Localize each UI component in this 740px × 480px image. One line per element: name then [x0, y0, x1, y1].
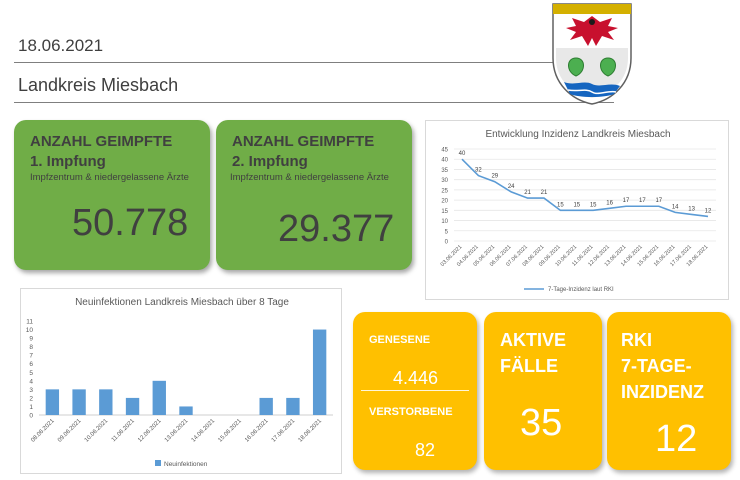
- y-tick-label: 35: [441, 168, 448, 174]
- incidence-line-chart: Entwicklung Inzidenz Landkreis Miesbach 0…: [440, 129, 716, 293]
- card-title: ANZAHL GEIMPFTE: [30, 133, 173, 150]
- y-tick-label: 10: [441, 219, 448, 225]
- legend-swatch: [155, 460, 161, 466]
- card-subtitle: Impfzentrum & niedergelassene Ärzte: [30, 172, 189, 183]
- coat-of-arms-logo: [552, 3, 632, 105]
- y-tick-label: 45: [441, 148, 448, 154]
- first-dose-count: 50.778: [72, 202, 189, 244]
- dose-label: 2. Impfung: [232, 153, 308, 170]
- vaccination-second-dose-card: ANZAHL GEIMPFTE 2. Impfung Impfzentrum &…: [216, 120, 412, 270]
- deceased-label: VERSTORBENE: [369, 406, 453, 418]
- x-tick-label: 17.06.2021: [271, 418, 297, 444]
- bar-neuinfektionen: [179, 406, 193, 415]
- x-tick-label: 11.06.2021: [111, 418, 137, 444]
- y-tick-label: 11: [26, 319, 33, 326]
- data-label: 15: [557, 202, 564, 208]
- rki-incidence-value: 12: [655, 418, 698, 460]
- data-label: 17: [639, 198, 646, 204]
- data-label: 40: [459, 151, 466, 157]
- new-infections-chart-panel: Neuinfektionen Landkreis Miesbach über 8…: [20, 288, 342, 474]
- y-tick-label: 40: [441, 158, 448, 164]
- y-tick-label: 20: [441, 199, 448, 205]
- x-tick-label: 16.06.2021: [244, 418, 270, 444]
- active-label-line1: AKTIVE: [500, 330, 567, 350]
- data-label: 15: [573, 202, 580, 208]
- bar-neuinfektionen: [45, 389, 60, 415]
- active-cases-value: 35: [520, 402, 563, 444]
- y-tick-label: 6: [29, 361, 33, 368]
- x-tick-label: 13.06.2021: [164, 418, 190, 444]
- x-tick-label: 15.06.2021: [217, 418, 243, 444]
- y-tick-label: 15: [441, 209, 448, 215]
- data-label: 21: [541, 190, 548, 196]
- data-label: 12: [705, 208, 712, 214]
- incidence-chart-panel: Entwicklung Inzidenz Landkreis Miesbach 0…: [425, 120, 729, 300]
- card-subtitle: Impfzentrum & niedergelassene Ärzte: [230, 172, 389, 183]
- active-label-line2: FÄLLE: [500, 356, 558, 376]
- bar-neuinfektionen: [312, 329, 327, 415]
- y-tick-label: 1: [29, 404, 33, 411]
- y-tick-label: 25: [441, 188, 448, 194]
- header-divider: [14, 62, 554, 63]
- y-tick-label: 3: [29, 387, 33, 394]
- district-divider: [14, 102, 614, 103]
- y-tick-label: 7: [29, 353, 33, 360]
- x-tick-label: 14.06.2021: [191, 418, 217, 444]
- data-label: 21: [524, 190, 531, 196]
- bar-neuinfektionen: [286, 397, 300, 415]
- recovered-label: GENESENE: [369, 334, 431, 346]
- data-label: 29: [491, 174, 498, 180]
- rki-label-line2: 7-TAGE-: [621, 356, 692, 376]
- data-label: 15: [590, 202, 597, 208]
- data-label: 16: [606, 200, 613, 206]
- deceased-value: 82: [415, 440, 436, 460]
- x-tick-label: 18.06.2021: [298, 418, 324, 444]
- y-tick-label: 30: [441, 178, 448, 184]
- bar-neuinfektionen: [99, 389, 113, 415]
- chart-title: Entwicklung Inzidenz Landkreis Miesbach: [485, 129, 670, 140]
- y-tick-label: 8: [29, 344, 33, 351]
- bar-neuinfektionen: [259, 397, 273, 415]
- y-tick-label: 5: [445, 229, 449, 235]
- card-title: ANZAHL GEIMPFTE: [232, 133, 375, 150]
- data-label: 24: [508, 184, 515, 190]
- bar-neuinfektionen: [152, 380, 166, 415]
- y-tick-label: 9: [29, 336, 33, 343]
- y-tick-label: 5: [29, 370, 33, 377]
- x-tick-label: 10.06.2021: [84, 418, 110, 444]
- x-tick-label: 09.06.2021: [57, 418, 83, 444]
- recovered-deceased-card: GENESENE 4.446 VERSTORBENE 82: [353, 312, 477, 470]
- active-cases-card: AKTIVE FÄLLE 35: [484, 312, 602, 470]
- rki-label-line1: RKI: [621, 330, 652, 350]
- data-label: 14: [672, 204, 679, 210]
- data-label: 32: [475, 168, 482, 174]
- y-tick-label: 2: [29, 395, 33, 402]
- x-tick-label: 12.06.2021: [137, 418, 163, 444]
- y-tick-label: 0: [445, 240, 449, 246]
- card-divider: [361, 390, 469, 391]
- report-date: 18.06.2021: [18, 36, 104, 55]
- data-label: 17: [655, 198, 662, 204]
- y-tick-label: 4: [29, 378, 33, 385]
- y-tick-label: 0: [29, 413, 33, 420]
- legend-label: Neuinfektionen: [164, 461, 208, 468]
- data-label: 17: [623, 198, 630, 204]
- bar-neuinfektionen: [72, 389, 86, 415]
- legend-label: 7-Tage-Inzidenz laut RKI: [548, 287, 614, 293]
- rki-label-line3: INZIDENZ: [621, 382, 704, 402]
- chart-title: Neuinfektionen Landkreis Miesbach über 8…: [75, 297, 289, 308]
- second-dose-count: 29.377: [278, 208, 395, 250]
- bar-neuinfektionen: [125, 397, 140, 415]
- recovered-value: 4.446: [393, 368, 439, 388]
- new-infections-bar-chart: Neuinfektionen Landkreis Miesbach über 8…: [26, 297, 333, 468]
- vaccination-first-dose-card: ANZAHL GEIMPFTE 1. Impfung Impfzentrum &…: [14, 120, 210, 270]
- dose-label: 1. Impfung: [30, 153, 106, 170]
- x-tick-label: 08.06.2021: [30, 418, 56, 444]
- district-title: Landkreis Miesbach: [18, 75, 179, 95]
- rki-incidence-card: RKI 7-TAGE- INZIDENZ 12: [607, 312, 731, 470]
- y-tick-label: 10: [26, 327, 34, 334]
- data-label: 13: [688, 206, 695, 212]
- series-line-7-tage-inzidenz: [461, 158, 709, 218]
